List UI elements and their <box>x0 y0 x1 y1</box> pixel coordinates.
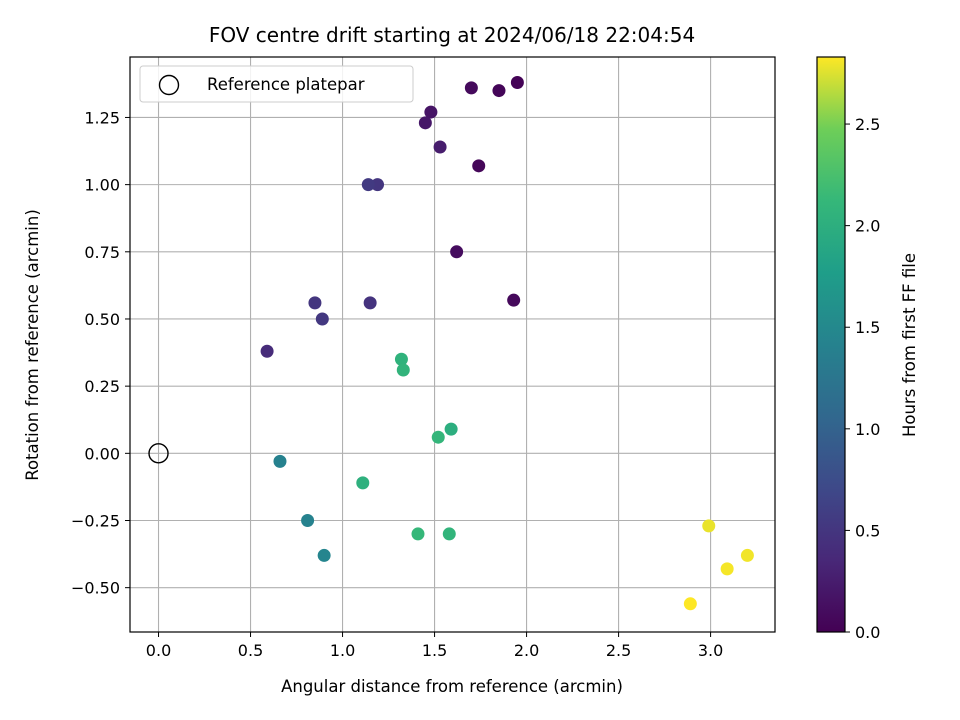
x-tick-label: 3.0 <box>698 641 723 660</box>
y-tick-label: 0.75 <box>84 243 120 262</box>
legend-box <box>139 65 414 103</box>
x-tick-label: 1.0 <box>330 641 355 660</box>
x-axis-ticks: 0.0 0.5 1.0 1.5 2.0 2.5 3.0 <box>146 632 723 660</box>
data-point <box>273 454 287 468</box>
grid-lines <box>130 57 775 632</box>
data-point <box>702 519 716 533</box>
data-point <box>356 476 370 490</box>
legend-label: Reference platepar <box>207 75 365 94</box>
reference-point <box>148 443 169 464</box>
data-point <box>444 422 458 436</box>
data-point <box>507 293 521 307</box>
chart-title: FOV centre drift starting at 2024/06/18 … <box>209 23 695 47</box>
legend-marker-hollow-circle <box>158 74 180 96</box>
data-point <box>442 527 456 541</box>
data-point <box>472 159 486 173</box>
data-point <box>720 562 734 576</box>
x-tick-label: 2.5 <box>606 641 631 660</box>
x-tick-label: 2.0 <box>514 641 539 660</box>
data-point <box>317 548 331 562</box>
data-point <box>396 363 410 377</box>
data-point <box>260 344 274 358</box>
x-tick-label: 0.0 <box>146 641 171 660</box>
data-point <box>418 116 432 130</box>
legend: Reference platepar <box>139 65 414 103</box>
colorbar-tick-label: 2.0 <box>855 217 880 236</box>
colorbar-tick-label: 1.0 <box>855 420 880 439</box>
data-point <box>683 597 697 611</box>
data-point <box>394 352 408 366</box>
colorbar-frame <box>816 56 846 633</box>
colorbar-gradient <box>817 57 845 632</box>
y-tick-label: 1.00 <box>84 176 120 195</box>
data-point <box>464 81 478 95</box>
reference-platepar-marker <box>148 443 169 464</box>
y-axis-ticks: −0.50 −0.25 0.00 0.25 0.50 0.75 1.00 1.25 <box>71 108 130 598</box>
y-tick-label: 0.50 <box>84 310 120 329</box>
data-point <box>363 296 377 310</box>
data-point <box>424 105 438 119</box>
x-tick-label: 1.5 <box>422 641 447 660</box>
colorbar-tick-label: 0.0 <box>855 623 880 642</box>
y-tick-label: −0.50 <box>71 579 120 598</box>
data-point <box>308 296 322 310</box>
colorbar-label: Hours from first FF file <box>900 253 919 437</box>
data-point <box>510 76 524 90</box>
colorbar-tick-label: 0.5 <box>855 521 880 540</box>
data-point <box>411 527 425 541</box>
plot-frame <box>129 56 776 633</box>
x-tick-label: 0.5 <box>238 641 263 660</box>
data-point <box>431 430 445 444</box>
data-point <box>433 140 447 154</box>
data-points <box>260 76 754 611</box>
colorbar-ticks: 0.0 0.5 1.0 1.5 2.0 2.5 <box>845 115 880 642</box>
y-tick-label: −0.25 <box>71 511 120 530</box>
x-axis-label: Angular distance from reference (arcmin) <box>281 677 623 696</box>
y-tick-label: 1.25 <box>84 108 120 127</box>
y-tick-label: 0.00 <box>84 444 120 463</box>
colorbar-tick-label: 1.5 <box>855 318 880 337</box>
data-point <box>301 513 315 527</box>
colorbar-tick-label: 2.5 <box>855 115 880 134</box>
data-point <box>315 312 329 326</box>
y-axis-label: Rotation from reference (arcmin) <box>23 209 42 481</box>
colorbar: 0.0 0.5 1.0 1.5 2.0 2.5 Hours from first FF f… <box>816 56 919 642</box>
data-point <box>361 178 375 192</box>
data-point <box>740 548 754 562</box>
data-point <box>450 245 464 259</box>
y-tick-label: 0.25 <box>84 377 120 396</box>
data-point <box>492 84 506 98</box>
data-point <box>371 178 385 192</box>
